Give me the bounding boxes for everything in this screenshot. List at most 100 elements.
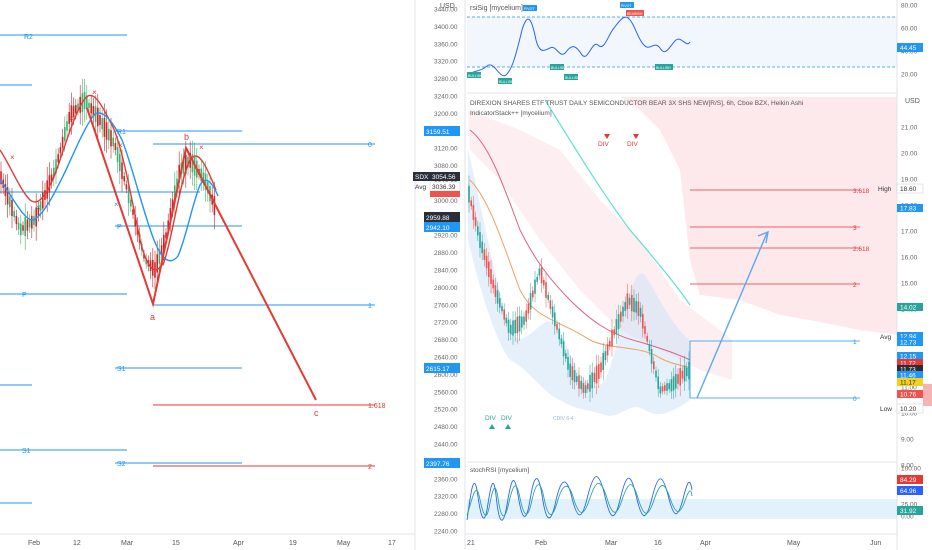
candle-body: [174, 185, 176, 204]
candle-body: [593, 372, 596, 383]
x-tick: Feb: [535, 540, 547, 547]
candle-body: [481, 241, 483, 254]
candle-body: [679, 368, 681, 386]
candle-body: [178, 164, 180, 183]
price-tick: 2760.00: [434, 302, 458, 309]
marker-x: ×: [92, 88, 97, 97]
candle-body: [116, 147, 119, 162]
rsi-band: [467, 17, 897, 67]
sdx-price-badge: [430, 172, 460, 181]
right-price-badge-value: 10.76: [900, 392, 917, 399]
candle-body: [92, 105, 95, 117]
chart-title: DIREXION SHARES ETF TRUST DAILY SEMICOND…: [470, 100, 803, 107]
right-chart-panel[interactable]: rsiSig [mycelium] PIVOT PIVOT BEARISH BU…: [464, 0, 897, 550]
low-badge: [896, 403, 924, 414]
right-price-badge: [897, 303, 923, 311]
candle-body: [108, 128, 110, 141]
indicator-label: IndicatorStack++ [mycelium]: [470, 110, 552, 117]
left-price-axis[interactable]: USD 3440.003400.003360.003320.003280.003…: [413, 0, 461, 550]
candle-body: [556, 323, 558, 330]
candle-body: [204, 173, 207, 190]
right-price-badge-value: 12.73: [900, 340, 917, 347]
rsi-bullish-text: BULLISH: [499, 80, 514, 84]
low-value: 10.20: [900, 406, 917, 413]
right-price-badge-value: 11.72: [900, 361, 916, 368]
candle-body: [545, 282, 547, 298]
ema-teal-line: [544, 99, 691, 306]
price-tick: 2800.00: [434, 285, 458, 292]
candle-body: [26, 219, 29, 231]
candle-body: [125, 184, 128, 190]
candle-body: [538, 268, 541, 276]
stoch-tick: 25.00: [901, 502, 918, 509]
div-bull-marker: [505, 424, 511, 429]
candle-body: [547, 294, 549, 300]
rsi-tags: PIVOT PIVOT BEARISH BULLISH BULLISH BULL…: [467, 2, 673, 84]
candle-body: [48, 175, 51, 193]
left-axis-ticks: 3440.00 3400.00 3360.00 3320.00 3280.00 3240.…: [434, 7, 458, 536]
candle-body: [507, 319, 510, 333]
candle-body: [644, 326, 646, 334]
right-price-badge-value: 12.15: [900, 354, 917, 361]
candle-body: [165, 232, 167, 239]
stoch-d-line: [466, 482, 693, 517]
candle-body: [182, 159, 185, 174]
candle-body: [9, 196, 11, 208]
candle-body: [639, 307, 642, 317]
rsi-bullish-tag: [467, 72, 481, 78]
candle-body: [501, 306, 503, 312]
candle-body: [97, 107, 99, 127]
price-tick: 3440.00: [434, 7, 458, 14]
right-price-badge: [897, 365, 923, 373]
ema-orange-line: [469, 179, 691, 369]
price-tick: 3240.00: [434, 94, 458, 101]
candle-body: [39, 201, 42, 211]
left-chart-panel[interactable]: R2 R1 P P S1 S1 S2 0 1 1.618 2 a b c × ×…: [0, 34, 415, 547]
candle-body: [83, 91, 86, 109]
sdx-symbol-badge: [413, 172, 430, 181]
candle-body: [532, 290, 534, 298]
candle-body: [90, 103, 92, 114]
candle-body: [105, 122, 108, 140]
stoch-badge: [897, 486, 923, 495]
candle-body: [675, 373, 677, 389]
candle-body: [516, 316, 519, 334]
candle-body: [569, 363, 571, 377]
candle-body: [604, 351, 607, 361]
candle-body: [622, 306, 624, 317]
candle-body: [110, 130, 112, 147]
candle-body: [213, 196, 216, 216]
candle-body: [648, 344, 651, 352]
price-badge-value: 2942.10: [426, 225, 450, 232]
high-label: High: [878, 186, 892, 193]
stoch-tick: 0.00: [901, 514, 914, 521]
fib-1-label: 1: [368, 303, 372, 310]
price-tick: 2680.00: [434, 337, 458, 344]
pivot-r1-label: R1: [117, 129, 126, 136]
candle-body: [191, 154, 194, 173]
candle-body: [488, 261, 490, 278]
div-bear-marker: [604, 134, 610, 139]
price-tick: 21.00: [901, 125, 918, 132]
candle-body: [22, 225, 24, 231]
candle-body: [617, 314, 620, 330]
candle-body: [615, 319, 618, 335]
candle-body: [496, 290, 499, 304]
price-tick: 2320.00: [434, 494, 458, 501]
div-bear-marker: [633, 134, 639, 139]
price-badge-value: 2397.76: [426, 461, 450, 468]
price-tick: 20.00: [901, 151, 918, 158]
candle-body: [659, 386, 662, 394]
x-markers: × × × × × × ×: [10, 88, 204, 212]
candle-body: [633, 298, 635, 312]
rsi-bullish-text: BULLISH: [468, 74, 483, 78]
candle-body: [492, 279, 494, 289]
candle-body: [149, 260, 152, 271]
right-price-badge-value: 12.94: [900, 334, 917, 341]
candle-body: [514, 319, 516, 334]
candle-body: [59, 147, 62, 154]
candle-body: [207, 182, 209, 194]
